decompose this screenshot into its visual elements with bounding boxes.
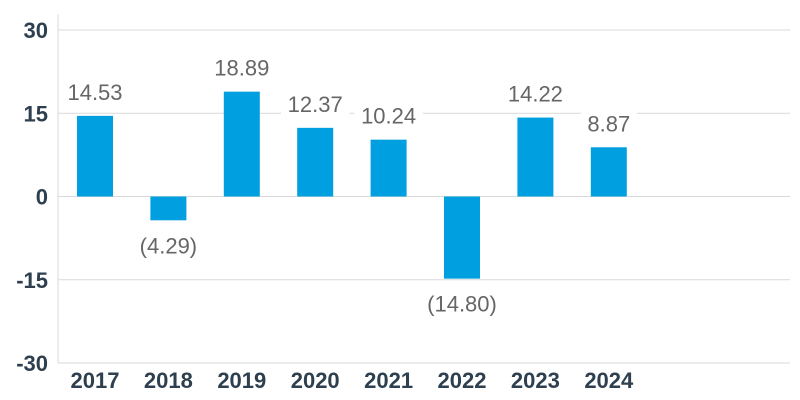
bar — [150, 196, 187, 221]
bars — [77, 91, 627, 279]
data-label-background — [580, 111, 637, 138]
data-label-background — [354, 103, 423, 130]
x-tick-label: 2020 — [291, 368, 340, 393]
y-tick-label: 0 — [36, 185, 48, 210]
x-tick-label: 2021 — [364, 368, 413, 393]
y-tick-label: 30 — [24, 18, 48, 43]
data-labels: 14.53 (4.29) 18.89 12.37 10.24 (14.80) 14.22 8.… — [60, 55, 637, 318]
data-label: 14.53 — [67, 80, 122, 105]
data-label: (4.29) — [140, 233, 197, 258]
bar — [297, 127, 334, 197]
data-label-background — [415, 291, 509, 318]
data-label: 14.22 — [508, 82, 563, 107]
data-label: 10.24 — [361, 104, 416, 129]
data-label: 18.89 — [214, 56, 269, 81]
data-label: (14.80) — [427, 292, 497, 317]
data-label: 8.87 — [587, 111, 630, 136]
bar — [77, 115, 113, 197]
x-tick-label: 2024 — [584, 368, 634, 393]
bar — [370, 139, 407, 197]
data-label-background — [207, 55, 277, 82]
bar — [223, 91, 260, 197]
x-axis-ticks: 2017 2018 2019 2020 2021 2022 2023 2024 — [71, 368, 635, 393]
bar — [590, 147, 627, 197]
data-label-background — [60, 79, 130, 106]
data-label-background — [501, 81, 570, 108]
x-tick-label: 2018 — [144, 368, 193, 393]
bar — [444, 196, 480, 279]
bar — [517, 117, 554, 197]
data-label-background — [127, 233, 209, 260]
x-tick-label: 2019 — [217, 368, 266, 393]
y-tick-label: -15 — [16, 268, 48, 293]
y-tick-label: 15 — [24, 101, 48, 126]
data-label-background — [280, 91, 350, 118]
x-tick-label: 2023 — [511, 368, 560, 393]
x-tick-label: 2017 — [71, 368, 120, 393]
y-axis-ticks: 30 15 0 -15 -30 — [16, 18, 48, 376]
y-tick-label: -30 — [16, 351, 48, 376]
x-tick-label: 2022 — [438, 368, 487, 393]
data-label: 12.37 — [288, 92, 343, 117]
